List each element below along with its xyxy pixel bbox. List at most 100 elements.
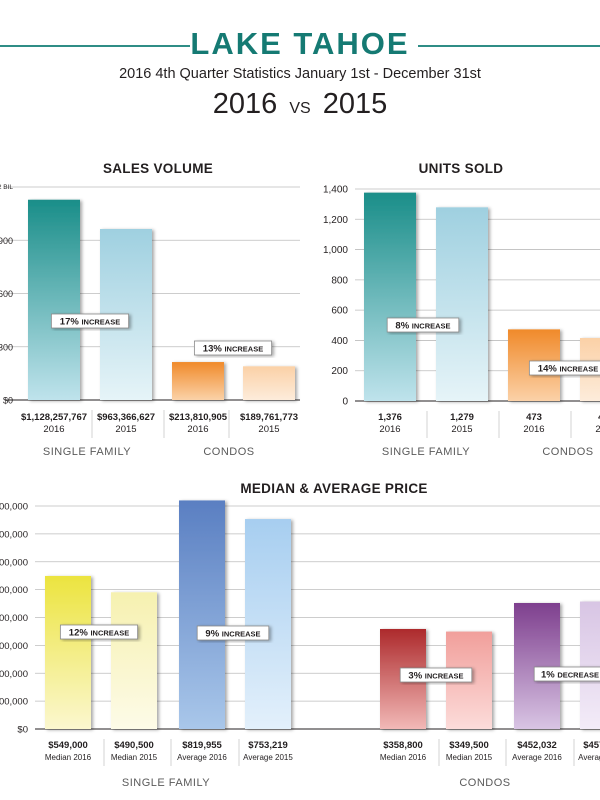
change-badge: 8% INCREASE [395,321,450,332]
y-tick-label: $1.2 BIL [0,184,13,191]
bar-sub-label: Median 2015 [111,753,158,762]
bar-sub-label: Average 2015 [243,753,293,762]
y-tick-label: $800,000 [0,502,28,513]
page-title: LAKE TAHOE [190,26,410,61]
change-badge-word: DECREASE [557,671,599,680]
y-tick-label: 1,200 [323,215,348,226]
bar-sub-label: Average 2015 [578,753,600,762]
bar [514,602,560,729]
change-badge-value: 14% [538,364,560,375]
group-label: SINGLE FAMILY [122,777,210,789]
bar-value-label: $819,955 [182,740,222,751]
header-rule-right [418,45,600,47]
change-badge-box [533,666,600,682]
bar-sub-label: 2016 [379,424,400,435]
change-badge-box [60,624,138,640]
bar [436,207,488,401]
change-badge-value: 3% [408,671,424,682]
change-badge: 3% INCREASE [408,671,463,682]
bar-value-label: $213,810,905 [169,412,228,423]
change-badge-value: 9% [205,629,221,640]
y-tick-label: $600,000 [0,557,28,568]
vs-label: VS [289,100,311,117]
y-tick-label: $200,000 [0,669,28,680]
bar [245,519,291,729]
bar-value-label: $490,500 [114,740,154,751]
bar-value-label: $549,000 [48,740,88,751]
bar [45,575,91,729]
change-badge-word: INCREASE [90,629,129,638]
bar-value-label: 1,279 [450,412,474,423]
bar-value-label: $963,366,627 [97,412,155,423]
y-tick-label: $400,000 [0,613,28,624]
bar-value-label: $358,800 [383,740,423,751]
change-badge-word: INCREASE [222,630,261,639]
bar-sub-label: 2015 [595,424,600,435]
bar-value-label: 416 [598,412,600,423]
bar-sub-label: Median 2015 [446,753,493,762]
group-label: SINGLE FAMILY [43,446,131,458]
bar-sub-label: Median 2016 [380,753,427,762]
y-tick-label: 1,000 [323,245,348,256]
group-label: CONDOS [203,446,254,458]
bar-sub-label: 2016 [523,424,544,435]
bar-value-label: $457,210 [583,740,600,751]
change-badge-word: INCREASE [412,322,451,331]
bar [580,601,600,729]
change-badge: 13% INCREASE [203,344,263,355]
group-label: CONDOS [459,777,510,789]
comparison-heading: 2016 VS 2015 [0,88,600,121]
bar-value-label: $753,219 [248,740,288,751]
y-tick-label: 0 [342,397,348,408]
header-rule-left [0,45,190,47]
change-badge-word: INCREASE [224,345,263,354]
y-tick-label: $100,000 [0,697,28,708]
change-badge-box [196,625,270,641]
change-badge-box [193,340,272,356]
bar-sub-label: 2015 [451,424,472,435]
bar [364,192,416,401]
change-badge: 17% INCREASE [60,317,120,328]
change-badge-value: 1% [541,670,557,681]
group-label: SINGLE FAMILY [382,446,470,458]
bar-value-label: $189,761,773 [240,412,298,423]
change-badge: 14% INCREASE [538,364,598,375]
change-badge-box [51,313,129,329]
change-badge-word: INCREASE [559,365,598,374]
y-tick-label: 900 [0,236,13,246]
group-label: CONDOS [542,446,593,458]
y-tick-label: 1,400 [323,185,348,196]
change-badge-value: 13% [203,344,225,355]
y-tick-label: 600 [0,289,13,299]
change-badge-word: INCREASE [425,672,464,681]
change-badge: 1% DECREASE [541,670,599,681]
chart-title: UNITS SOLD [419,161,504,176]
bar-value-label: $349,500 [449,740,489,751]
change-badge-word: INCREASE [81,318,120,327]
bar-value-label: $1,128,257,767 [21,412,87,423]
bar [243,366,295,400]
page-subtitle: 2016 4th Quarter Statistics January 1st … [119,66,481,82]
change-badge-box [529,360,600,376]
y-tick-label: 200 [331,366,348,377]
year-a: 2016 [212,88,278,120]
bar-value-label: 1,376 [378,412,402,423]
bar-sub-label: Average 2016 [512,753,562,762]
y-tick-label: 600 [331,306,348,317]
y-tick-label: 300 [0,342,13,352]
change-badge-value: 17% [60,317,82,328]
chart-title: SALES VOLUME [103,161,213,176]
bar-sub-label: 2016 [43,424,64,435]
change-badge-box [399,667,473,683]
y-tick-label: 800 [331,275,348,286]
chart-title: MEDIAN & AVERAGE PRICE [240,481,427,496]
bar-sub-label: Average 2016 [177,753,227,762]
bar-sub-label: 2015 [258,424,279,435]
change-badge-value: 12% [69,628,91,639]
bar-sub-label: Median 2016 [45,753,92,762]
bar-sub-label: 2015 [115,424,136,435]
bar [28,199,80,400]
change-badge: 9% INCREASE [205,629,260,640]
bar [172,362,224,400]
